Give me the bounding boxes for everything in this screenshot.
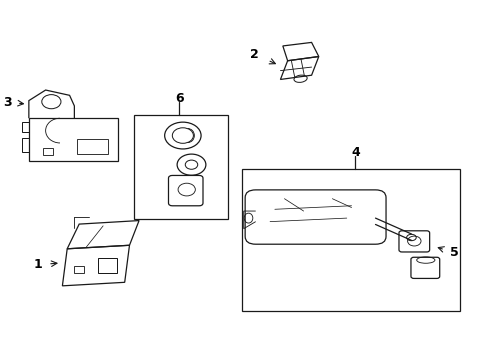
Bar: [77, 139, 108, 154]
Bar: [21, 122, 29, 132]
Bar: [134, 115, 227, 219]
Bar: [242, 170, 459, 311]
Bar: [21, 138, 29, 152]
Text: 4: 4: [350, 146, 359, 159]
Bar: [43, 148, 53, 155]
Bar: [29, 118, 117, 161]
Text: 1: 1: [34, 258, 43, 271]
Text: 3: 3: [3, 96, 12, 109]
Bar: [74, 266, 84, 274]
Text: 2: 2: [249, 48, 258, 61]
Text: 6: 6: [175, 93, 183, 105]
Text: 5: 5: [449, 246, 458, 259]
Bar: [98, 258, 116, 274]
